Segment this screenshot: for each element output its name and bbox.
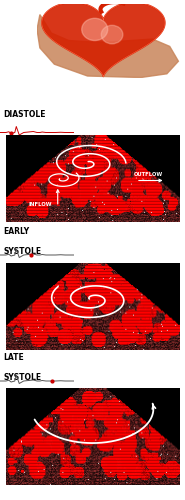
Text: SYSTOLE: SYSTOLE [4,373,42,382]
Text: DIASTOLE: DIASTOLE [4,110,46,119]
Text: INFLOW: INFLOW [28,202,52,207]
Polygon shape [37,14,178,78]
Polygon shape [42,2,165,76]
Ellipse shape [101,26,123,44]
Text: SYSTOLE: SYSTOLE [4,246,42,256]
Text: OUTFLOW: OUTFLOW [134,172,163,177]
Ellipse shape [82,18,108,40]
Text: LATE: LATE [4,354,24,362]
Text: EARLY: EARLY [4,228,30,236]
